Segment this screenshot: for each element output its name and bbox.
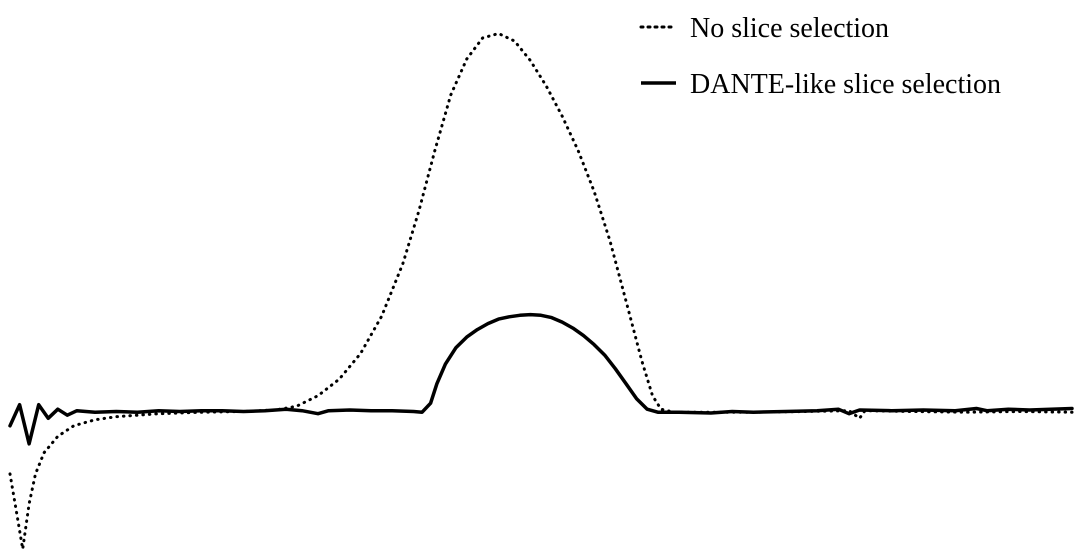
series-line-dante: [8, 312, 1074, 446]
plot-area: [8, 32, 1074, 551]
legend-label-no-slice: No slice selection: [690, 13, 889, 44]
legend: No slice selection DANTE-like slice sele…: [639, 13, 1001, 100]
legend-label-dante: DANTE-like slice selection: [690, 69, 1001, 100]
series-line-no-slice: [8, 32, 1074, 551]
